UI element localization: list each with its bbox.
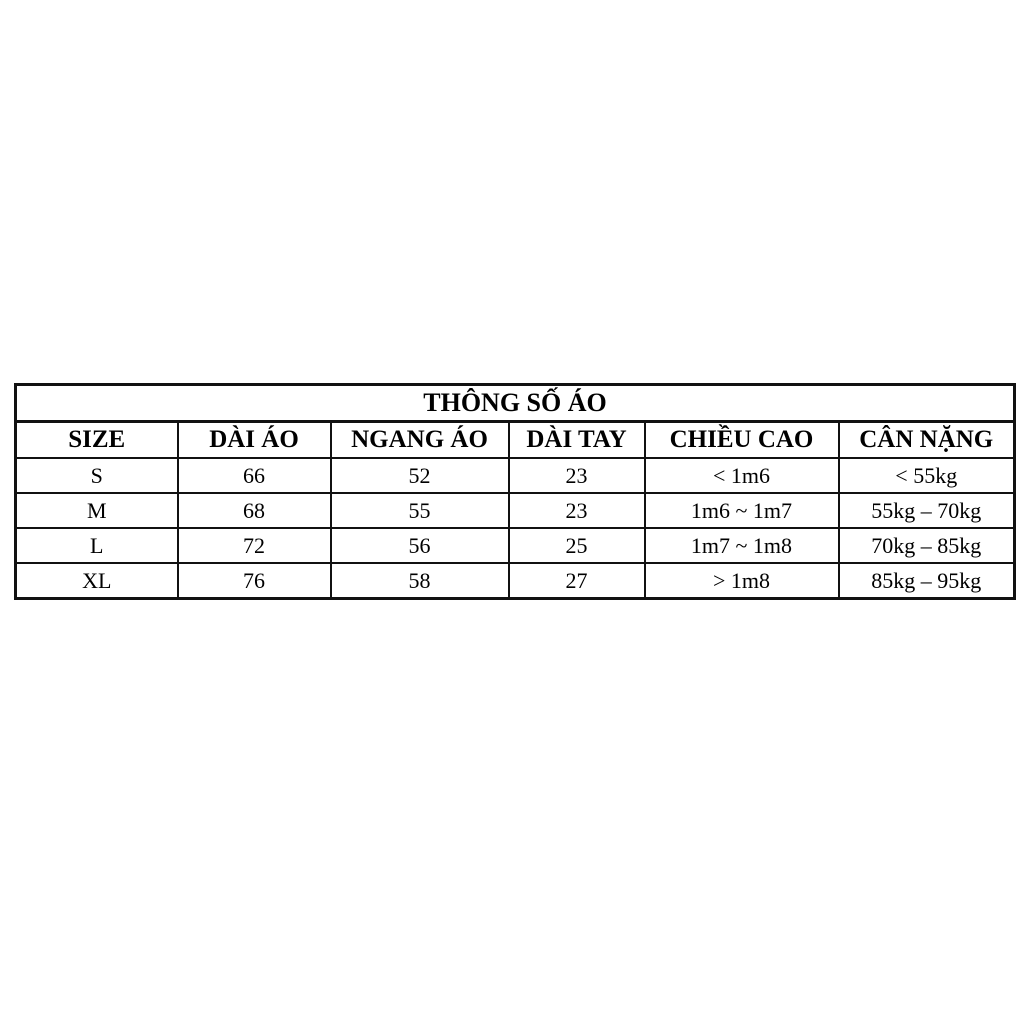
- cell-dai-tay: 25: [507, 527, 646, 564]
- cell-chieu-cao: > 1m8: [643, 562, 840, 600]
- cell-can-nang: < 55kg: [837, 457, 1016, 494]
- cell-size: L: [14, 527, 179, 564]
- header-cell-size: SIZE: [14, 420, 179, 459]
- cell-ngang-ao: 55: [329, 492, 510, 529]
- cell-dai-tay: 23: [507, 457, 646, 494]
- cell-dai-ao: 76: [176, 562, 332, 600]
- cell-dai-tay: 27: [507, 562, 646, 600]
- table-row-l: L 72 56 25 1m7 ~ 1m8 70kg – 85kg: [14, 527, 1016, 564]
- table-row-s: S 66 52 23 < 1m6 < 55kg: [14, 457, 1016, 494]
- cell-can-nang: 70kg – 85kg: [837, 527, 1016, 564]
- cell-can-nang: 85kg – 95kg: [837, 562, 1016, 600]
- cell-dai-ao: 66: [176, 457, 332, 494]
- table-row-m: M 68 55 23 1m6 ~ 1m7 55kg – 70kg: [14, 492, 1016, 529]
- cell-chieu-cao: 1m7 ~ 1m8: [643, 527, 840, 564]
- cell-chieu-cao: < 1m6: [643, 457, 840, 494]
- cell-size: S: [14, 457, 179, 494]
- cell-dai-ao: 72: [176, 527, 332, 564]
- cell-can-nang: 55kg – 70kg: [837, 492, 1016, 529]
- cell-ngang-ao: 56: [329, 527, 510, 564]
- header-cell-ngang-ao: NGANG ÁO: [329, 420, 510, 459]
- cell-size: XL: [14, 562, 179, 600]
- cell-dai-tay: 23: [507, 492, 646, 529]
- cell-chieu-cao: 1m6 ~ 1m7: [643, 492, 840, 529]
- table-title-row: THÔNG SỐ ÁO: [14, 383, 1016, 423]
- cell-size: M: [14, 492, 179, 529]
- size-spec-table: THÔNG SỐ ÁO SIZE DÀI ÁO NGANG ÁO DÀI TAY…: [14, 383, 1017, 600]
- cell-dai-ao: 68: [176, 492, 332, 529]
- table-row-xl: XL 76 58 27 > 1m8 85kg – 95kg: [14, 562, 1016, 600]
- header-cell-dai-ao: DÀI ÁO: [176, 420, 332, 459]
- table-header-row: SIZE DÀI ÁO NGANG ÁO DÀI TAY CHIỀU CAO C…: [14, 420, 1016, 459]
- table-title: THÔNG SỐ ÁO: [14, 383, 1016, 423]
- cell-ngang-ao: 52: [329, 457, 510, 494]
- header-cell-dai-tay: DÀI TAY: [507, 420, 646, 459]
- header-cell-chieu-cao: CHIỀU CAO: [643, 420, 840, 459]
- cell-ngang-ao: 58: [329, 562, 510, 600]
- header-cell-can-nang: CÂN NẶNG: [837, 420, 1016, 459]
